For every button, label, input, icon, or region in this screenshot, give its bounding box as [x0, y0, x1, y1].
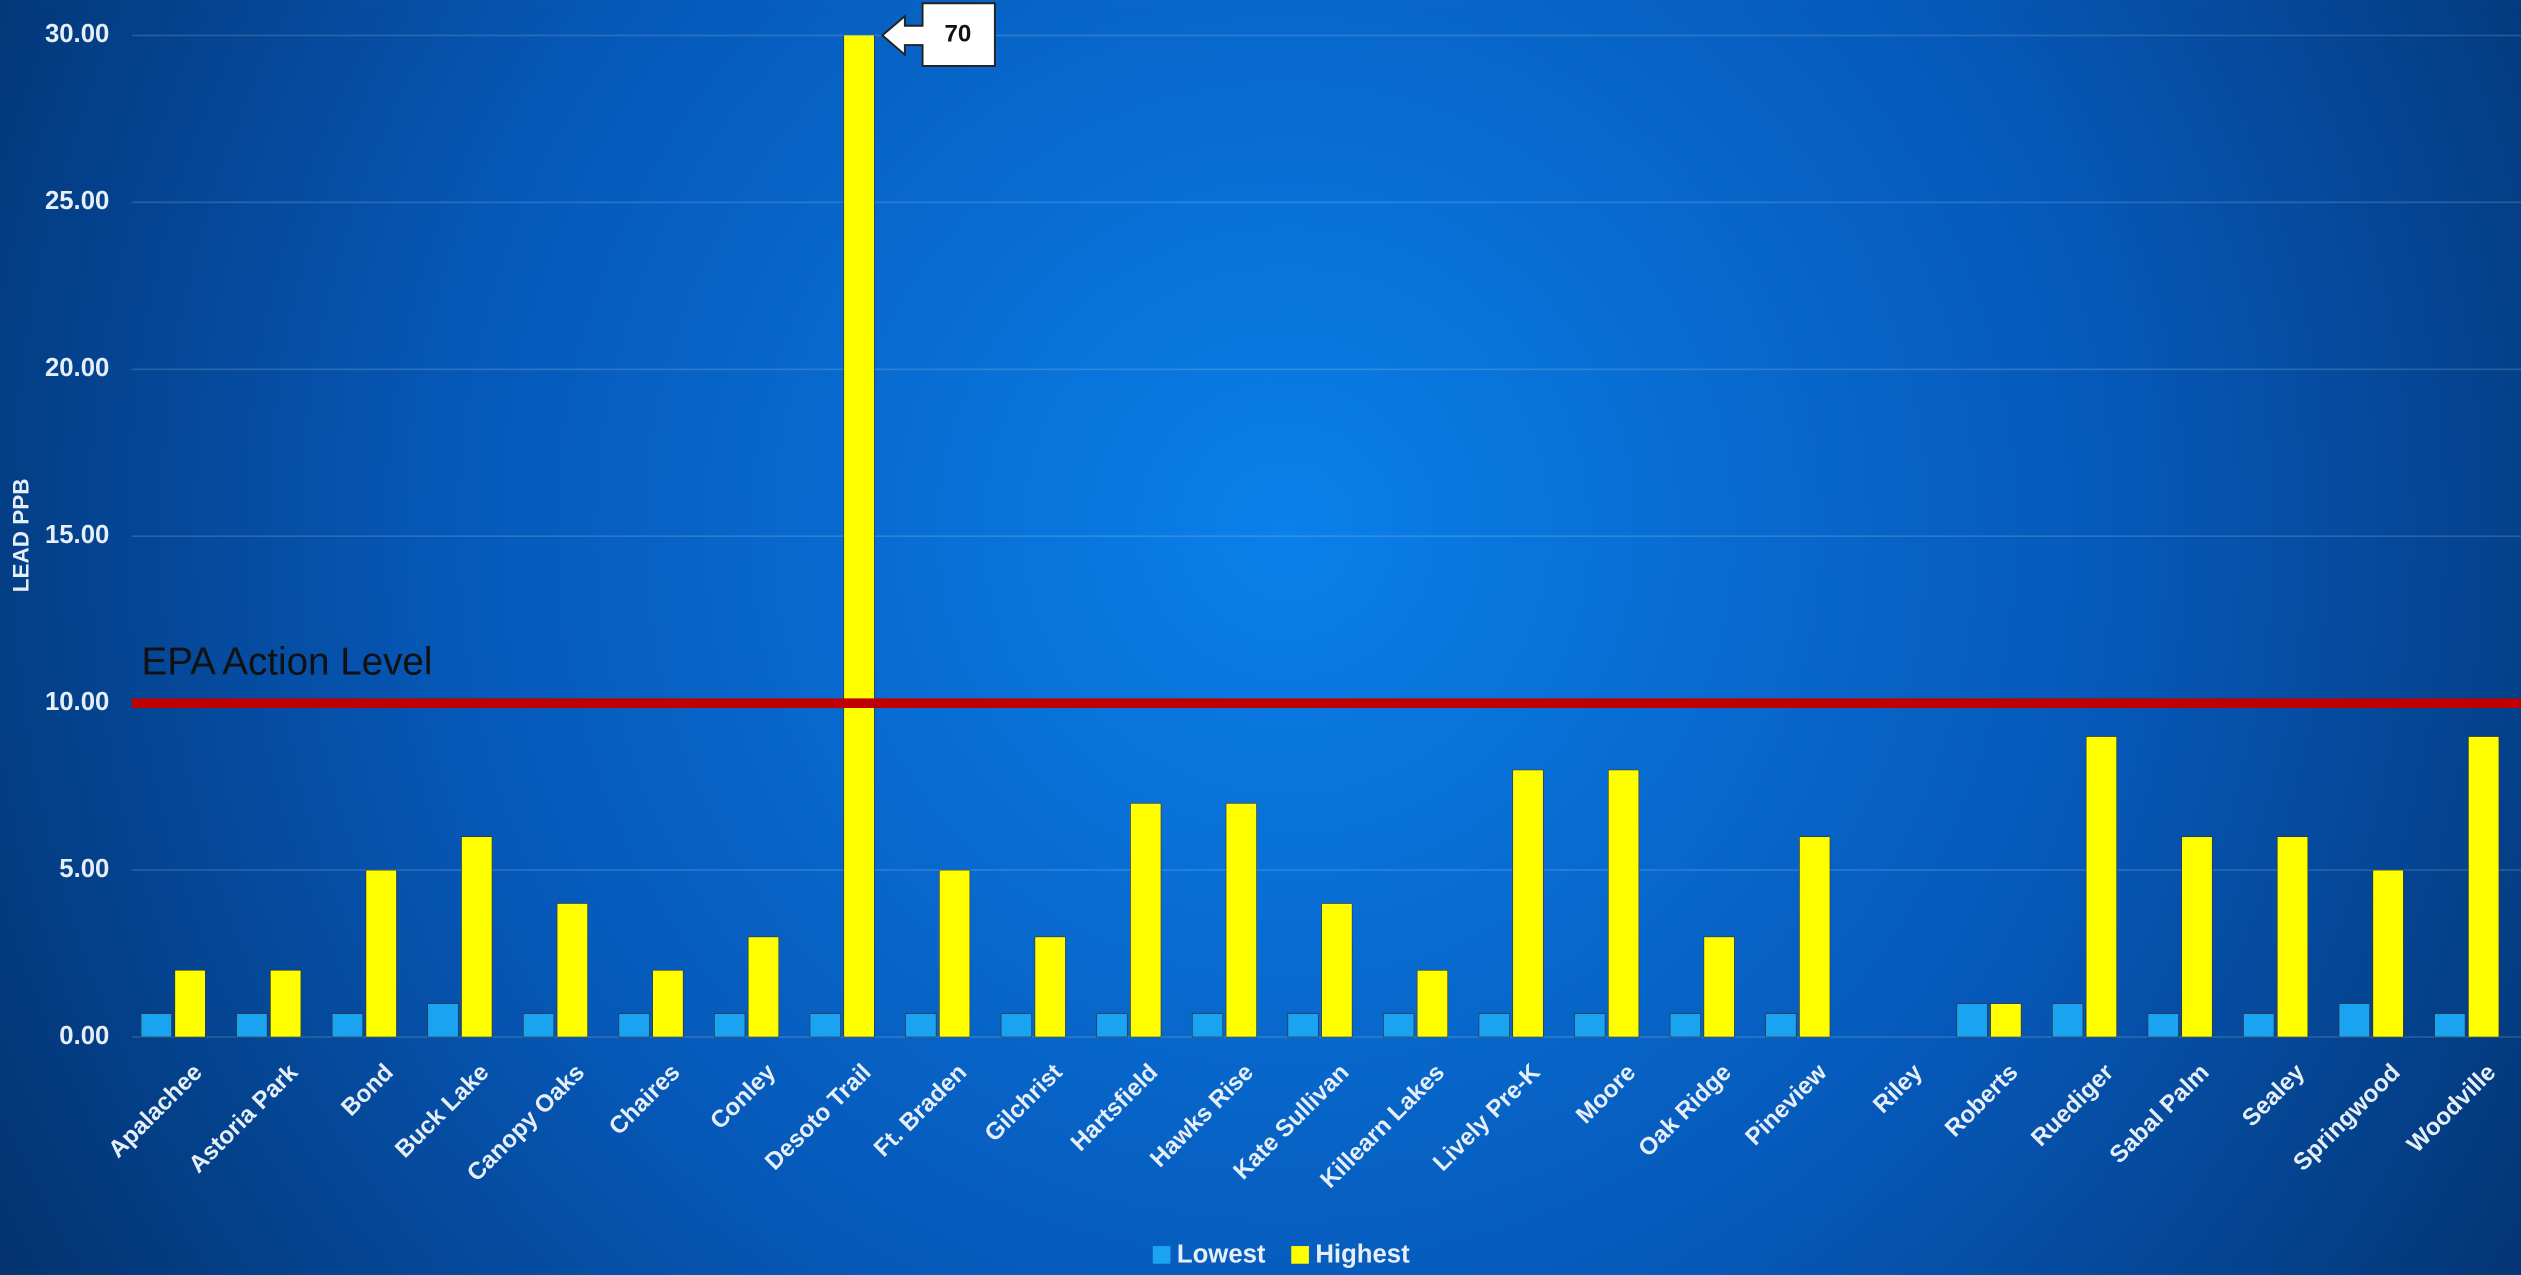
- bar: [1000, 1013, 1033, 1038]
- y-tick-label: 0.00: [59, 1022, 109, 1050]
- bar: [1574, 1013, 1606, 1038]
- y-tick-label: 15.00: [45, 521, 109, 549]
- bar: [1765, 1013, 1797, 1038]
- bar: [1287, 1013, 1319, 1038]
- bar: [714, 1013, 746, 1038]
- legend-swatch: [1152, 1246, 1171, 1264]
- bar: [2181, 836, 2213, 1038]
- bar: [1703, 936, 1735, 1038]
- bar: [461, 836, 493, 1038]
- bar: [618, 1013, 650, 1038]
- bar: [1096, 1013, 1128, 1038]
- y-tick-label: 5.00: [59, 855, 109, 883]
- bar: [1607, 769, 1640, 1038]
- callout-box: [880, 2, 996, 67]
- bar: [1191, 1013, 1224, 1038]
- bar: [843, 35, 875, 1038]
- bar: [2468, 736, 2500, 1038]
- y-tick-label: 10.00: [45, 688, 109, 716]
- bar: [2147, 1013, 2179, 1038]
- y-tick-label: 20.00: [45, 354, 109, 382]
- legend-swatch: [1291, 1246, 1309, 1264]
- bar: [140, 1013, 172, 1038]
- bar: [1034, 936, 1066, 1038]
- bars: [140, 35, 2500, 1038]
- bar: [939, 869, 971, 1038]
- bar: [652, 969, 684, 1038]
- bar: [1669, 1013, 1701, 1038]
- bar: [1225, 802, 1257, 1038]
- bar: [236, 1013, 268, 1038]
- bar: [809, 1013, 841, 1038]
- bar: [1799, 836, 1831, 1038]
- bar: [522, 1013, 555, 1038]
- bar: [1990, 1003, 2022, 1038]
- bar: [2338, 1003, 2370, 1038]
- y-tick-label: 30.00: [45, 20, 109, 48]
- y-tick-label: 25.00: [45, 187, 109, 215]
- bar: [1416, 969, 1449, 1038]
- legend-label: Highest: [1315, 1240, 1410, 1268]
- bar: [1478, 1013, 1510, 1038]
- bar: [747, 936, 780, 1038]
- bar: [427, 1003, 459, 1038]
- y-axis-title: LEAD PPB: [8, 479, 33, 593]
- bar: [556, 903, 588, 1038]
- bar: [1321, 903, 1353, 1038]
- bar: [2372, 869, 2404, 1038]
- bar: [270, 969, 302, 1038]
- bar: [1383, 1013, 1415, 1038]
- bar: [2052, 1003, 2084, 1038]
- bar: [1956, 1003, 1988, 1038]
- bar: [331, 1013, 364, 1038]
- bar: [174, 969, 206, 1038]
- bar: [2085, 736, 2117, 1038]
- bar: [1512, 769, 1544, 1038]
- bar: [2243, 1013, 2275, 1038]
- bar: [905, 1013, 937, 1038]
- data-label: 70: [945, 21, 972, 48]
- legend-label: Lowest: [1177, 1240, 1266, 1268]
- bar: [1130, 802, 1162, 1038]
- bar: [365, 869, 397, 1038]
- reference-label: EPA Action Level: [141, 641, 432, 684]
- bar: [2276, 836, 2309, 1038]
- bar: [2434, 1013, 2466, 1038]
